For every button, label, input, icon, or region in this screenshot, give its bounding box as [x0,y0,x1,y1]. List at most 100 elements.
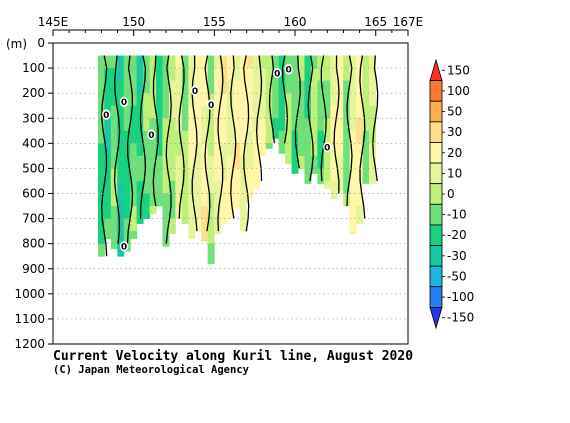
velocity-cell [214,55,222,69]
velocity-cell [162,93,170,107]
velocity-cell [123,118,131,132]
velocity-cell [220,118,228,132]
velocity-cell [362,80,370,94]
velocity-cell [330,93,338,107]
velocity-cell [233,155,241,169]
velocity-cell [117,55,125,69]
velocity-cell [349,68,357,82]
velocity-cell [168,168,176,182]
velocity-cell [336,168,344,182]
velocity-cell [220,105,228,119]
velocity-cell [349,143,357,157]
velocity-cell [175,193,183,207]
velocity-cell [214,168,222,182]
velocity-cell [136,105,144,119]
velocity-cell [104,193,112,207]
velocity-cell [336,93,344,107]
velocity-cell [349,180,357,194]
zero-label: 0 [103,111,109,121]
x-tick-label: 167E [393,15,424,29]
velocity-cell [285,68,293,82]
velocity-cell [343,155,351,169]
velocity-cell [201,206,209,219]
contour-line [204,55,211,232]
velocity-cell [304,55,312,69]
velocity-cell [194,180,202,194]
velocity-cell [336,130,344,144]
velocity-cell [233,55,241,69]
velocity-cell [362,68,370,82]
zero-label-bg [284,64,293,75]
velocity-cell [298,55,305,69]
velocity-cell [97,118,105,132]
velocity-cell [220,168,228,182]
velocity-cell [272,80,280,94]
velocity-cell [246,105,254,119]
velocity-cell [369,143,376,157]
y-tick-label: 0 [37,36,45,50]
velocity-cell [330,68,338,82]
velocity-cell [220,218,228,224]
y-tick-label: 1100 [14,312,45,326]
velocity-cell [194,218,202,232]
velocity-cell [349,218,357,232]
velocity-cell [220,93,228,107]
velocity-cell [298,68,305,82]
velocity-cell [220,206,228,219]
velocity-cell [123,180,131,194]
x-tick-label: 155 [203,15,226,29]
velocity-cell [323,105,331,119]
velocity-cell [362,93,370,107]
velocity-cell [117,206,125,219]
velocity-cell [317,55,325,69]
colorbar-swatch [429,306,443,330]
velocity-cell [175,168,183,182]
velocity-cell [291,118,299,132]
velocity-cell [188,155,196,169]
velocity-cell [162,206,170,219]
velocity-cell [123,155,131,169]
velocity-cell [227,206,234,219]
velocity-cell [181,193,189,207]
velocity-cell [162,105,170,119]
velocity-cell [227,130,234,144]
velocity-cell [252,93,260,107]
velocity-cell [356,193,364,207]
velocity-cell [356,80,364,94]
velocity-cell [310,105,318,119]
velocity-cell [356,55,364,69]
zero-label-bg [102,109,111,120]
velocity-cell [362,105,370,119]
velocity-cell [336,155,344,169]
velocity-cell [349,130,357,144]
velocity-cell [298,118,305,132]
velocity-cell [181,218,189,224]
velocity-cell [207,243,215,257]
velocity-cell [130,155,138,169]
velocity-cell [97,80,105,94]
velocity-cell [110,130,118,144]
velocity-cell [143,68,151,82]
velocity-cell [162,118,170,132]
velocity-cell [349,105,357,119]
velocity-cell [285,155,293,164]
velocity-cell [117,243,125,257]
velocity-cell [194,155,202,169]
velocity-cell [194,93,202,107]
velocity-cell [181,206,189,219]
velocity-cell [265,130,273,144]
velocity-cell [130,80,138,94]
velocity-cell [252,55,260,69]
velocity-cell [233,130,241,144]
velocity-cell [117,80,125,94]
colorbar-swatch [429,142,443,164]
velocity-cell [369,180,376,184]
y-tick-label: 1000 [14,287,45,301]
velocity-cell [259,143,267,157]
velocity-cell [214,80,222,94]
velocity-cell [156,93,163,107]
velocity-cell [304,180,312,184]
velocity-cell [214,143,222,157]
